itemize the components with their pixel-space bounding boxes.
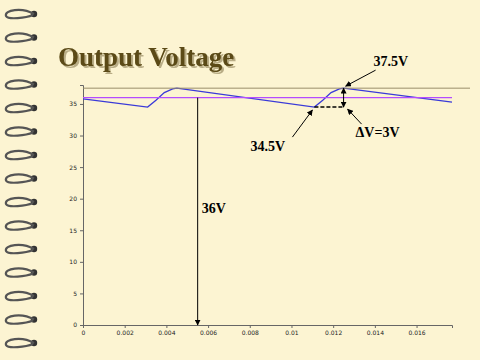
y-tick-label: 30 xyxy=(69,132,77,139)
x-tick-mark xyxy=(125,325,126,328)
guide-line xyxy=(83,88,470,89)
x-tick: 0.014 xyxy=(367,325,384,336)
x-tick-mark xyxy=(166,325,167,328)
x-tick-label: 0.014 xyxy=(367,329,384,336)
y-tick: 20 xyxy=(69,195,83,202)
y-tick-mark xyxy=(80,325,83,326)
x-tick: 0.006 xyxy=(200,325,217,336)
level-arrow xyxy=(197,98,198,325)
x-tick-mark xyxy=(208,325,209,328)
x-tick-label: 0.012 xyxy=(325,329,342,336)
y-tick: 10 xyxy=(69,258,83,265)
x-tick: 0.004 xyxy=(158,325,175,336)
y-tick: 25 xyxy=(69,164,83,171)
y-tick-mark xyxy=(80,230,83,231)
x-tick-label: 0.01 xyxy=(285,329,299,336)
y-tick-label: 10 xyxy=(69,258,77,265)
y-tick-mark xyxy=(80,167,83,168)
binding xyxy=(6,10,37,347)
x-tick-label: 0.006 xyxy=(200,329,217,336)
ring xyxy=(6,57,34,65)
y-tick-mark xyxy=(80,262,83,263)
ring xyxy=(6,268,34,276)
x-tick-label: 0.016 xyxy=(408,329,425,336)
ring xyxy=(6,80,34,88)
annotation-arrow xyxy=(346,70,376,86)
annotation-text: 34.5V xyxy=(250,139,285,154)
slide: Output Voltage00.0020.0040.0060.0080.010… xyxy=(0,0,480,360)
x-axis: 0 0.002 0.004 0.006 0.008 0.01 0.012 0.014 0.016 xyxy=(82,325,453,336)
x-tick: 0.008 xyxy=(242,325,259,336)
ring xyxy=(6,198,34,206)
annotation-text: 37.5V xyxy=(374,54,409,69)
title: Output Voltage xyxy=(58,42,234,72)
dashed-level xyxy=(314,106,344,108)
annotation-arrow xyxy=(292,110,312,137)
x-tick-mark xyxy=(250,325,251,328)
ring xyxy=(6,104,34,112)
x-tick-label: 0.004 xyxy=(158,329,175,336)
x-tick-label: 0 xyxy=(82,329,86,336)
x-tick: 0.002 xyxy=(117,325,134,336)
x-tick-label: 0.008 xyxy=(242,329,259,336)
x-tick-mark xyxy=(291,325,292,328)
ring xyxy=(6,292,34,300)
x-tick-label: 0.002 xyxy=(117,329,134,336)
ring xyxy=(6,10,34,18)
y-tick-label: 0 xyxy=(73,321,77,328)
y-tick-mark xyxy=(80,293,83,294)
ring xyxy=(6,127,34,135)
y-axis-line xyxy=(80,86,84,326)
y-tick-mark xyxy=(80,104,83,105)
x-tick: 0 xyxy=(82,325,86,336)
ring xyxy=(6,315,34,323)
y-tick-label: 5 xyxy=(73,290,77,297)
plot-area xyxy=(83,88,452,107)
y-tick-mark xyxy=(80,136,83,137)
y-tick-mark xyxy=(80,199,83,200)
ring xyxy=(6,339,34,347)
ring xyxy=(6,151,34,159)
y-tick: 15 xyxy=(69,227,83,234)
series-line xyxy=(83,88,452,107)
y-axis: 0 5 10 15 20 25 30 35 xyxy=(69,86,83,329)
annotations: 37.5V 34.5V ΔV=3V 36V xyxy=(83,54,470,325)
x-tick: 0.012 xyxy=(325,325,342,336)
ring xyxy=(6,221,34,229)
delta-arrow xyxy=(343,88,344,107)
x-tick: 0.016 xyxy=(408,325,425,336)
x-tick-mark xyxy=(375,325,376,328)
y-tick-label: 20 xyxy=(69,195,77,202)
y-tick: 5 xyxy=(73,290,83,297)
x-tick-mark xyxy=(333,325,334,328)
y-tick: 0 xyxy=(73,321,83,328)
y-tick: 35 xyxy=(69,100,83,107)
y-tick-label: 25 xyxy=(69,164,77,171)
series-line xyxy=(83,97,452,98)
annotation-arrow xyxy=(348,109,362,124)
y-tick-label: 15 xyxy=(69,227,77,234)
y-tick: 30 xyxy=(69,132,83,139)
y-tick-label: 35 xyxy=(69,100,77,107)
annotation-text: 36V xyxy=(202,201,226,216)
ring xyxy=(6,245,34,253)
x-tick-mark xyxy=(417,325,418,328)
x-tick: 0.01 xyxy=(285,325,299,336)
ring xyxy=(6,174,34,182)
ring xyxy=(6,33,34,41)
x-axis-line xyxy=(84,326,453,329)
annotation-text: ΔV=3V xyxy=(356,125,400,140)
background xyxy=(0,0,480,360)
